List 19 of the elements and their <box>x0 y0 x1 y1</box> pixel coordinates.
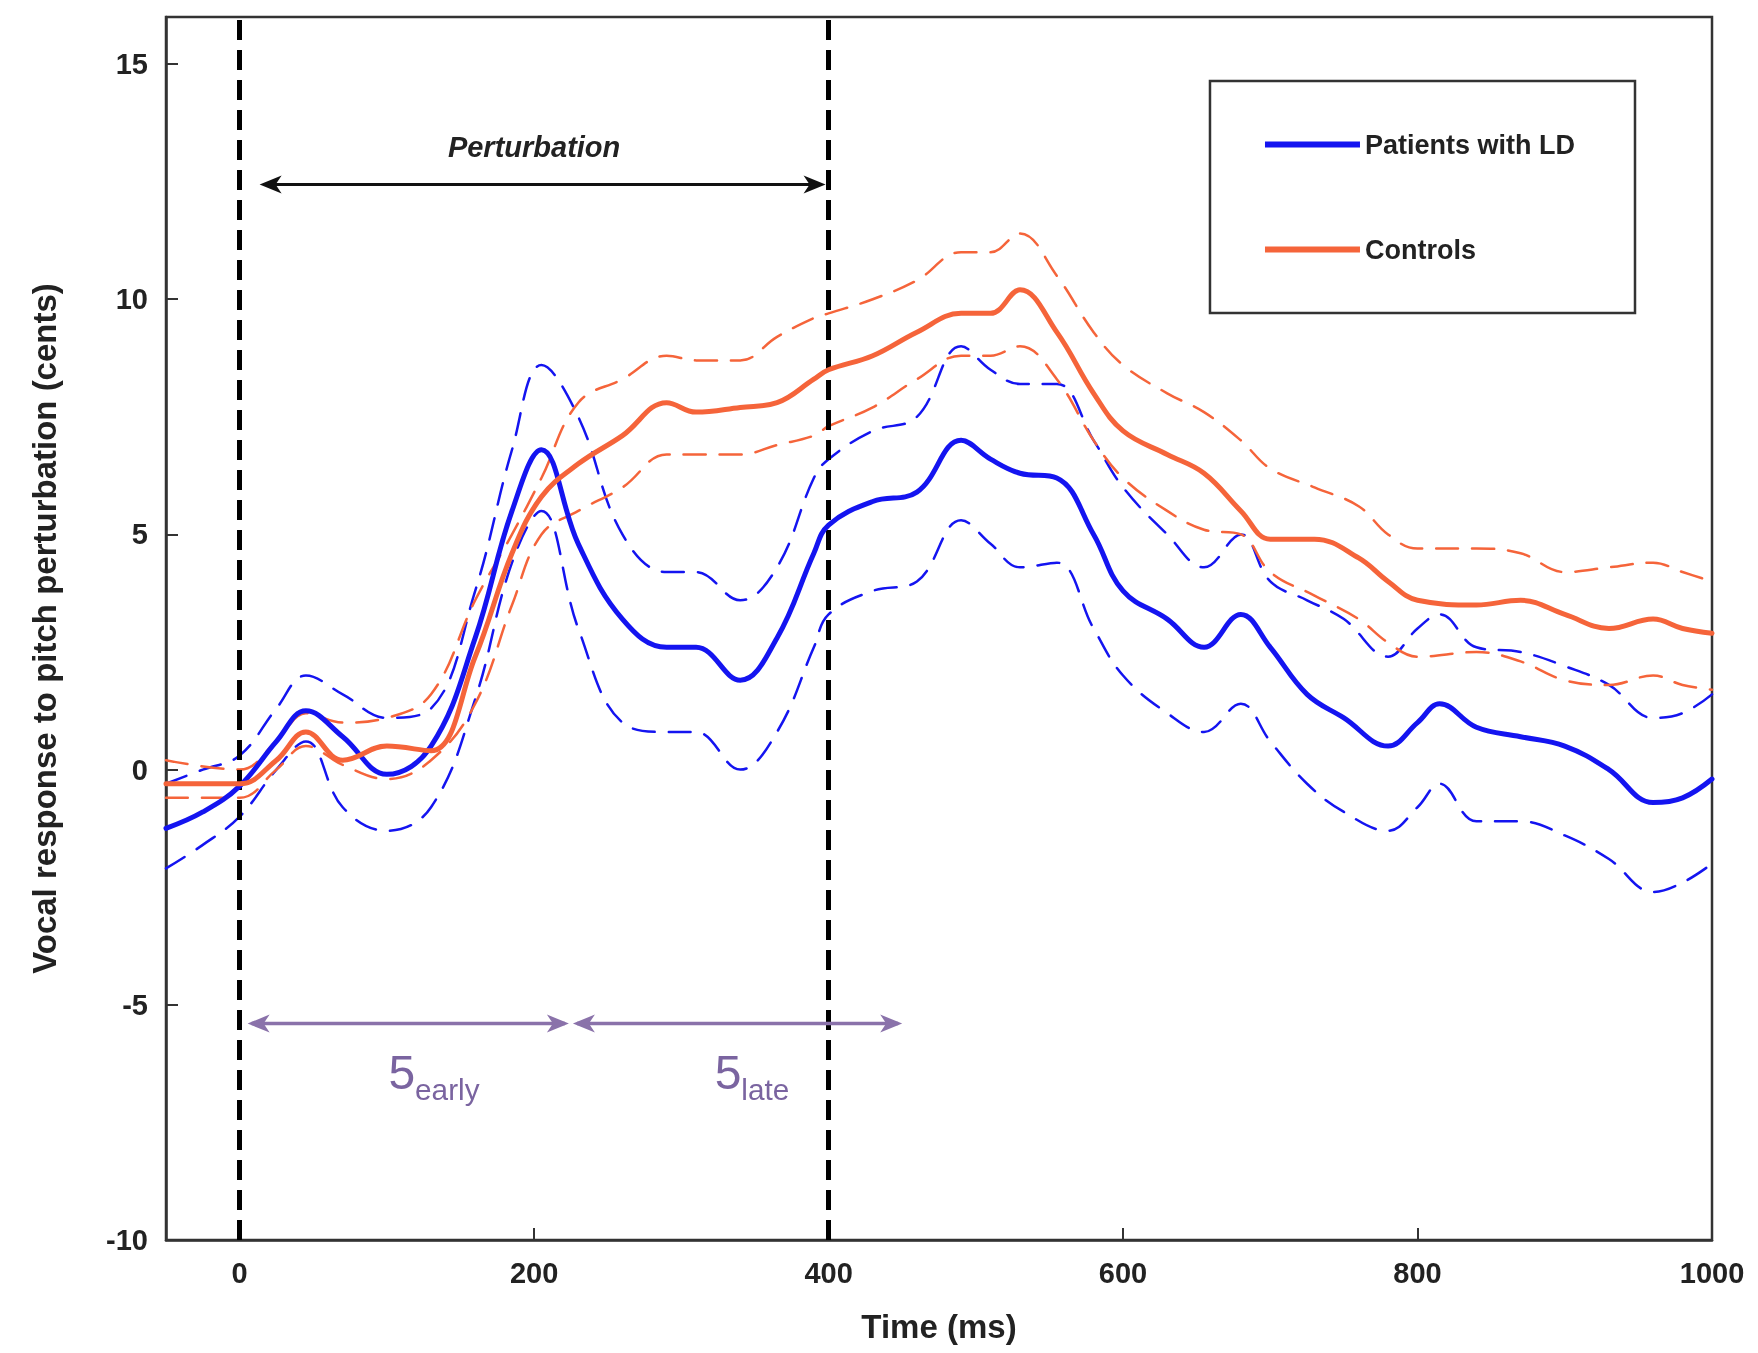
x-tick-label: 600 <box>1098 1256 1148 1289</box>
x-tick-label: 800 <box>1393 1256 1442 1289</box>
x-tick-label: 400 <box>804 1256 853 1289</box>
y-tick-label: 15 <box>115 48 148 81</box>
y-tick-label: 5 <box>131 518 148 551</box>
x-axis-title: Time (ms) <box>861 1308 1017 1345</box>
legend-label: Patients with LD <box>1364 129 1575 160</box>
legend-label: Controls <box>1364 234 1476 265</box>
y-tick-label: 10 <box>115 283 148 316</box>
annotation: 5$_{early}$ <box>388 1045 480 1106</box>
x-tick-label: 0 <box>231 1256 248 1289</box>
y-tick-label: -10 <box>106 1224 148 1256</box>
y-tick-label: 0 <box>131 753 148 786</box>
x-tick-label: 200 <box>509 1256 559 1289</box>
annotation: Perturbation <box>447 130 621 163</box>
y-axis-title: Vocal response to pitch perturbation (cents) <box>26 283 63 974</box>
y-tick-label: -5 <box>122 988 148 1021</box>
annotation: 5$_{late}$ <box>714 1045 790 1106</box>
x-tick-label: 1000 <box>1679 1256 1745 1289</box>
